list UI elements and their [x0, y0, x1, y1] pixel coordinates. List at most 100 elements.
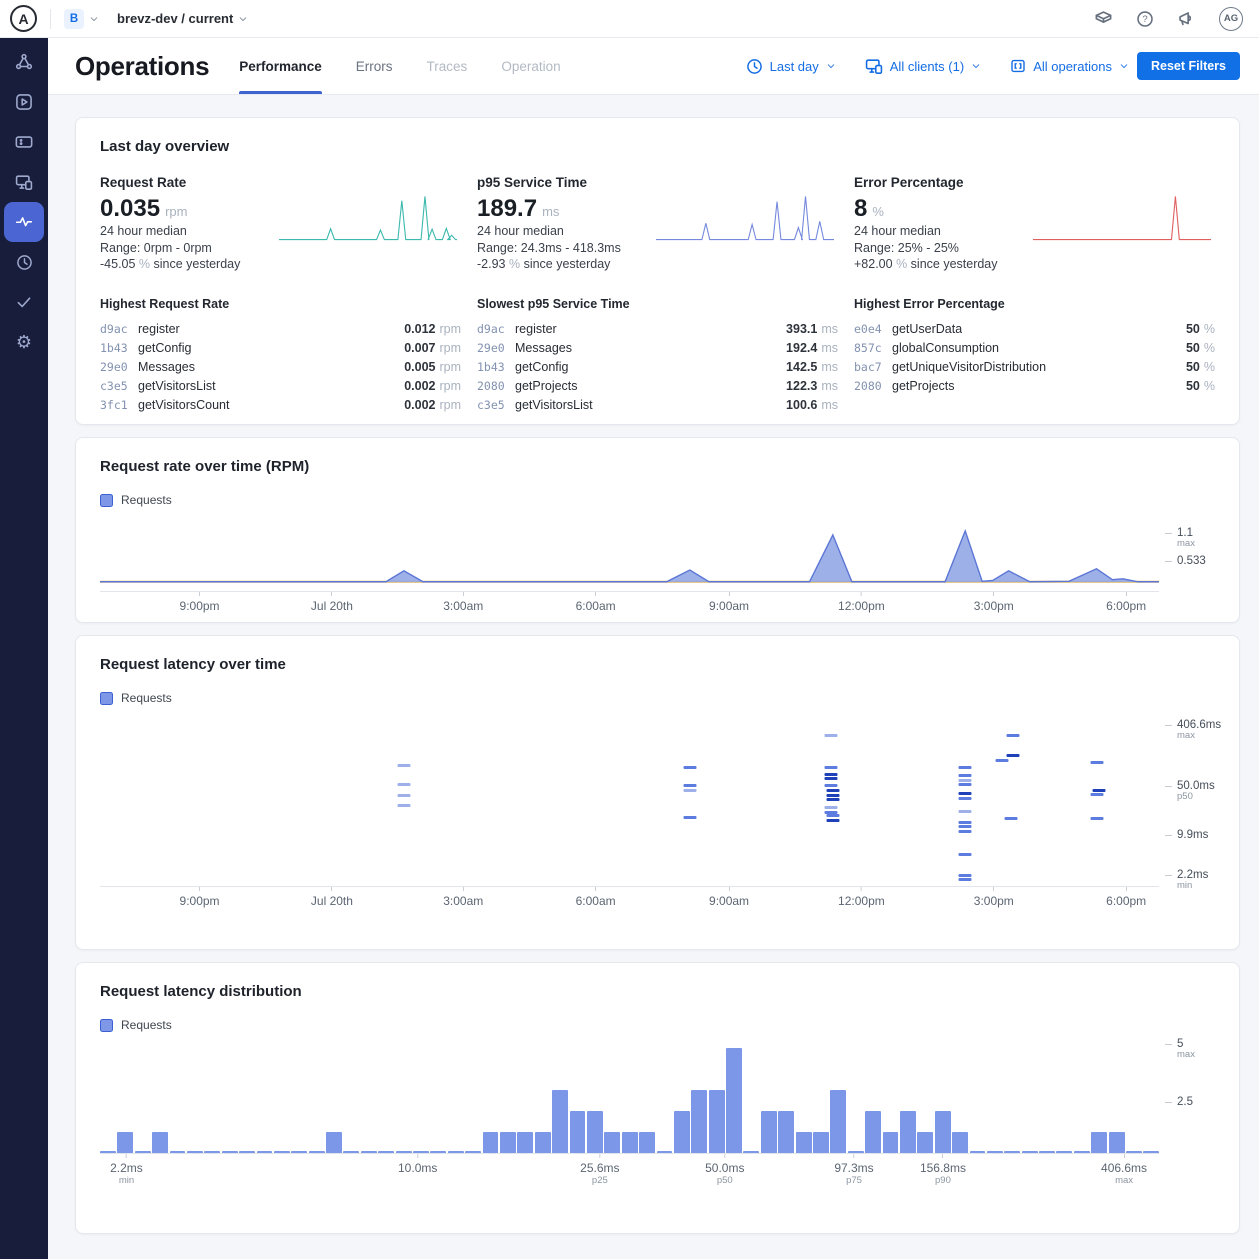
filter-all-clients-1-[interactable]: All clients (1)	[865, 57, 985, 75]
y-label-0.533: 0.533	[1165, 555, 1206, 567]
tab-performance[interactable]: Performance	[239, 38, 322, 94]
chevron-down-icon	[826, 61, 836, 71]
rate-legend-checkbox[interactable]	[100, 494, 113, 507]
operation-row[interactable]: 2080getProjects122.3ms	[477, 376, 838, 395]
tick-label: 25.6ms	[580, 1161, 619, 1175]
histogram-bar	[483, 1132, 499, 1153]
operation-row[interactable]: 857cglobalConsumption50%	[854, 338, 1215, 357]
histogram-bar	[1022, 1151, 1038, 1153]
org-badge[interactable]: B	[64, 9, 84, 29]
metric-sparkline	[1033, 191, 1211, 245]
histogram-bar	[378, 1151, 394, 1153]
operation-row[interactable]: 1b43getConfig142.5ms	[477, 357, 838, 376]
histogram-bar	[257, 1151, 273, 1153]
operation-unit: %	[1204, 322, 1215, 336]
operation-row[interactable]: c3e5getVisitorsList0.002rpm	[100, 376, 461, 395]
tab-operation[interactable]: Operation	[501, 38, 560, 94]
graphs-icon[interactable]	[1094, 9, 1113, 28]
y-tick-mark	[1165, 533, 1172, 534]
operation-value: 122.3	[786, 379, 817, 393]
request-latency-card: Request latency over time Requests 406.6…	[75, 635, 1240, 950]
rate-chart-plot	[100, 517, 1159, 592]
sidebar-item-operations-pulse[interactable]	[4, 202, 44, 242]
help-icon[interactable]: ?	[1136, 10, 1154, 28]
operations-pulse-icon	[15, 213, 33, 231]
tab-traces[interactable]: Traces	[427, 38, 468, 94]
tab-bar: Performance Errors Traces Operation	[239, 38, 560, 94]
histogram-bar	[361, 1151, 377, 1153]
announcements-icon[interactable]	[1177, 9, 1196, 28]
operation-hash: 1b43	[100, 341, 138, 355]
operation-value: 0.007	[404, 341, 435, 355]
tick-mark	[126, 1154, 127, 1158]
breadcrumb-chevron-down-icon[interactable]	[238, 14, 248, 24]
latency-legend-label: Requests	[121, 691, 172, 705]
histogram-bar	[865, 1111, 881, 1153]
chevron-down-icon	[971, 61, 981, 71]
filter-last-day[interactable]: Last day	[746, 58, 840, 75]
page-title: Operations	[75, 51, 209, 82]
latency-dash	[959, 878, 972, 881]
tab-errors[interactable]: Errors	[356, 38, 393, 94]
histogram-bar	[517, 1132, 533, 1153]
histogram-bar	[657, 1151, 673, 1153]
sidebar-item-clock[interactable]	[4, 242, 44, 282]
tick-mark	[199, 592, 200, 596]
tick-mark	[463, 887, 464, 891]
operation-row[interactable]: c3e5getVisitorsList100.6ms	[477, 395, 838, 414]
sidebar-item-settings-gear[interactable]: ⚙	[4, 322, 44, 362]
sidebar-item-clients-devices[interactable]	[4, 162, 44, 202]
metric-unit: %	[872, 204, 884, 219]
operation-row[interactable]: d9acregister0.012rpm	[100, 319, 461, 338]
y-label-406.6ms: 406.6msmax	[1165, 719, 1221, 741]
x-tick-9-00am: 9:00am	[709, 592, 749, 613]
operation-row[interactable]: 29e0Messages192.4ms	[477, 338, 838, 357]
breadcrumb[interactable]: brevz-dev / current	[117, 11, 233, 26]
tick-mark	[463, 592, 464, 596]
latency-legend-checkbox[interactable]	[100, 692, 113, 705]
content-area: Last day overview Request Rate0.035rpm24…	[48, 95, 1259, 1259]
histogram-bar	[1109, 1132, 1125, 1153]
latency-dash	[959, 874, 972, 877]
operation-row[interactable]: 3fc1getVisitorsCount0.002rpm	[100, 395, 461, 414]
sidebar-item-explorer-play[interactable]	[4, 82, 44, 122]
tick-mark	[199, 887, 200, 891]
operation-hash: 29e0	[477, 341, 515, 355]
latency-dash	[959, 825, 972, 828]
operation-row[interactable]: 1b43getConfig0.007rpm	[100, 338, 461, 357]
y-label-50.0ms: 50.0msp50	[1165, 780, 1215, 802]
operation-row[interactable]: 2080getProjects50%	[854, 376, 1215, 395]
clients-devices-icon	[865, 57, 883, 75]
operation-row[interactable]: 29e0Messages0.005rpm	[100, 357, 461, 376]
latency-x-axis: 9:00pmJul 20th3:00am6:00am9:00am12:00pm3…	[100, 887, 1159, 917]
tick-label: 3:00pm	[974, 599, 1014, 613]
operation-row[interactable]: bac7getUniqueVisitorDistribution50%	[854, 357, 1215, 376]
latency-dash	[1006, 754, 1019, 757]
sidebar-item-graph-network[interactable]	[4, 42, 44, 82]
operation-row[interactable]: d9acregister393.1ms	[477, 319, 838, 338]
operation-name: getConfig	[515, 360, 569, 374]
org-chevron-down-icon[interactable]	[89, 14, 99, 24]
operation-unit: rpm	[439, 379, 461, 393]
histogram-bar	[1074, 1151, 1090, 1153]
y-label-sub: min	[1177, 881, 1208, 891]
distribution-legend-checkbox[interactable]	[100, 1019, 113, 1032]
tick-mark	[861, 887, 862, 891]
histogram-bar	[465, 1151, 481, 1153]
operation-list: Highest Request Rated9acregister0.012rpm…	[100, 297, 461, 414]
sidebar-item-checks[interactable]	[4, 282, 44, 322]
filter-all-operations[interactable]: All operations	[1010, 58, 1133, 74]
histogram-bar	[570, 1111, 586, 1153]
reset-filters-button[interactable]: Reset Filters	[1137, 52, 1240, 80]
operation-row[interactable]: e0e4getUserData50%	[854, 319, 1215, 338]
y-label-text: 406.6msmax	[1177, 719, 1221, 741]
x-tick-6-00pm: 6:00pm	[1106, 887, 1146, 908]
tick-mark	[331, 592, 332, 596]
x-tick-3-00am: 3:00am	[443, 887, 483, 908]
operation-list: Slowest p95 Service Timed9acregister393.…	[477, 297, 838, 414]
y-label-text: 2.5	[1177, 1096, 1193, 1108]
metric-name: Request Rate	[100, 175, 461, 190]
user-avatar[interactable]: AG	[1219, 7, 1243, 31]
x-tick-10-0ms: 10.0ms	[398, 1154, 437, 1175]
sidebar-item-schema-fields[interactable]	[4, 122, 44, 162]
